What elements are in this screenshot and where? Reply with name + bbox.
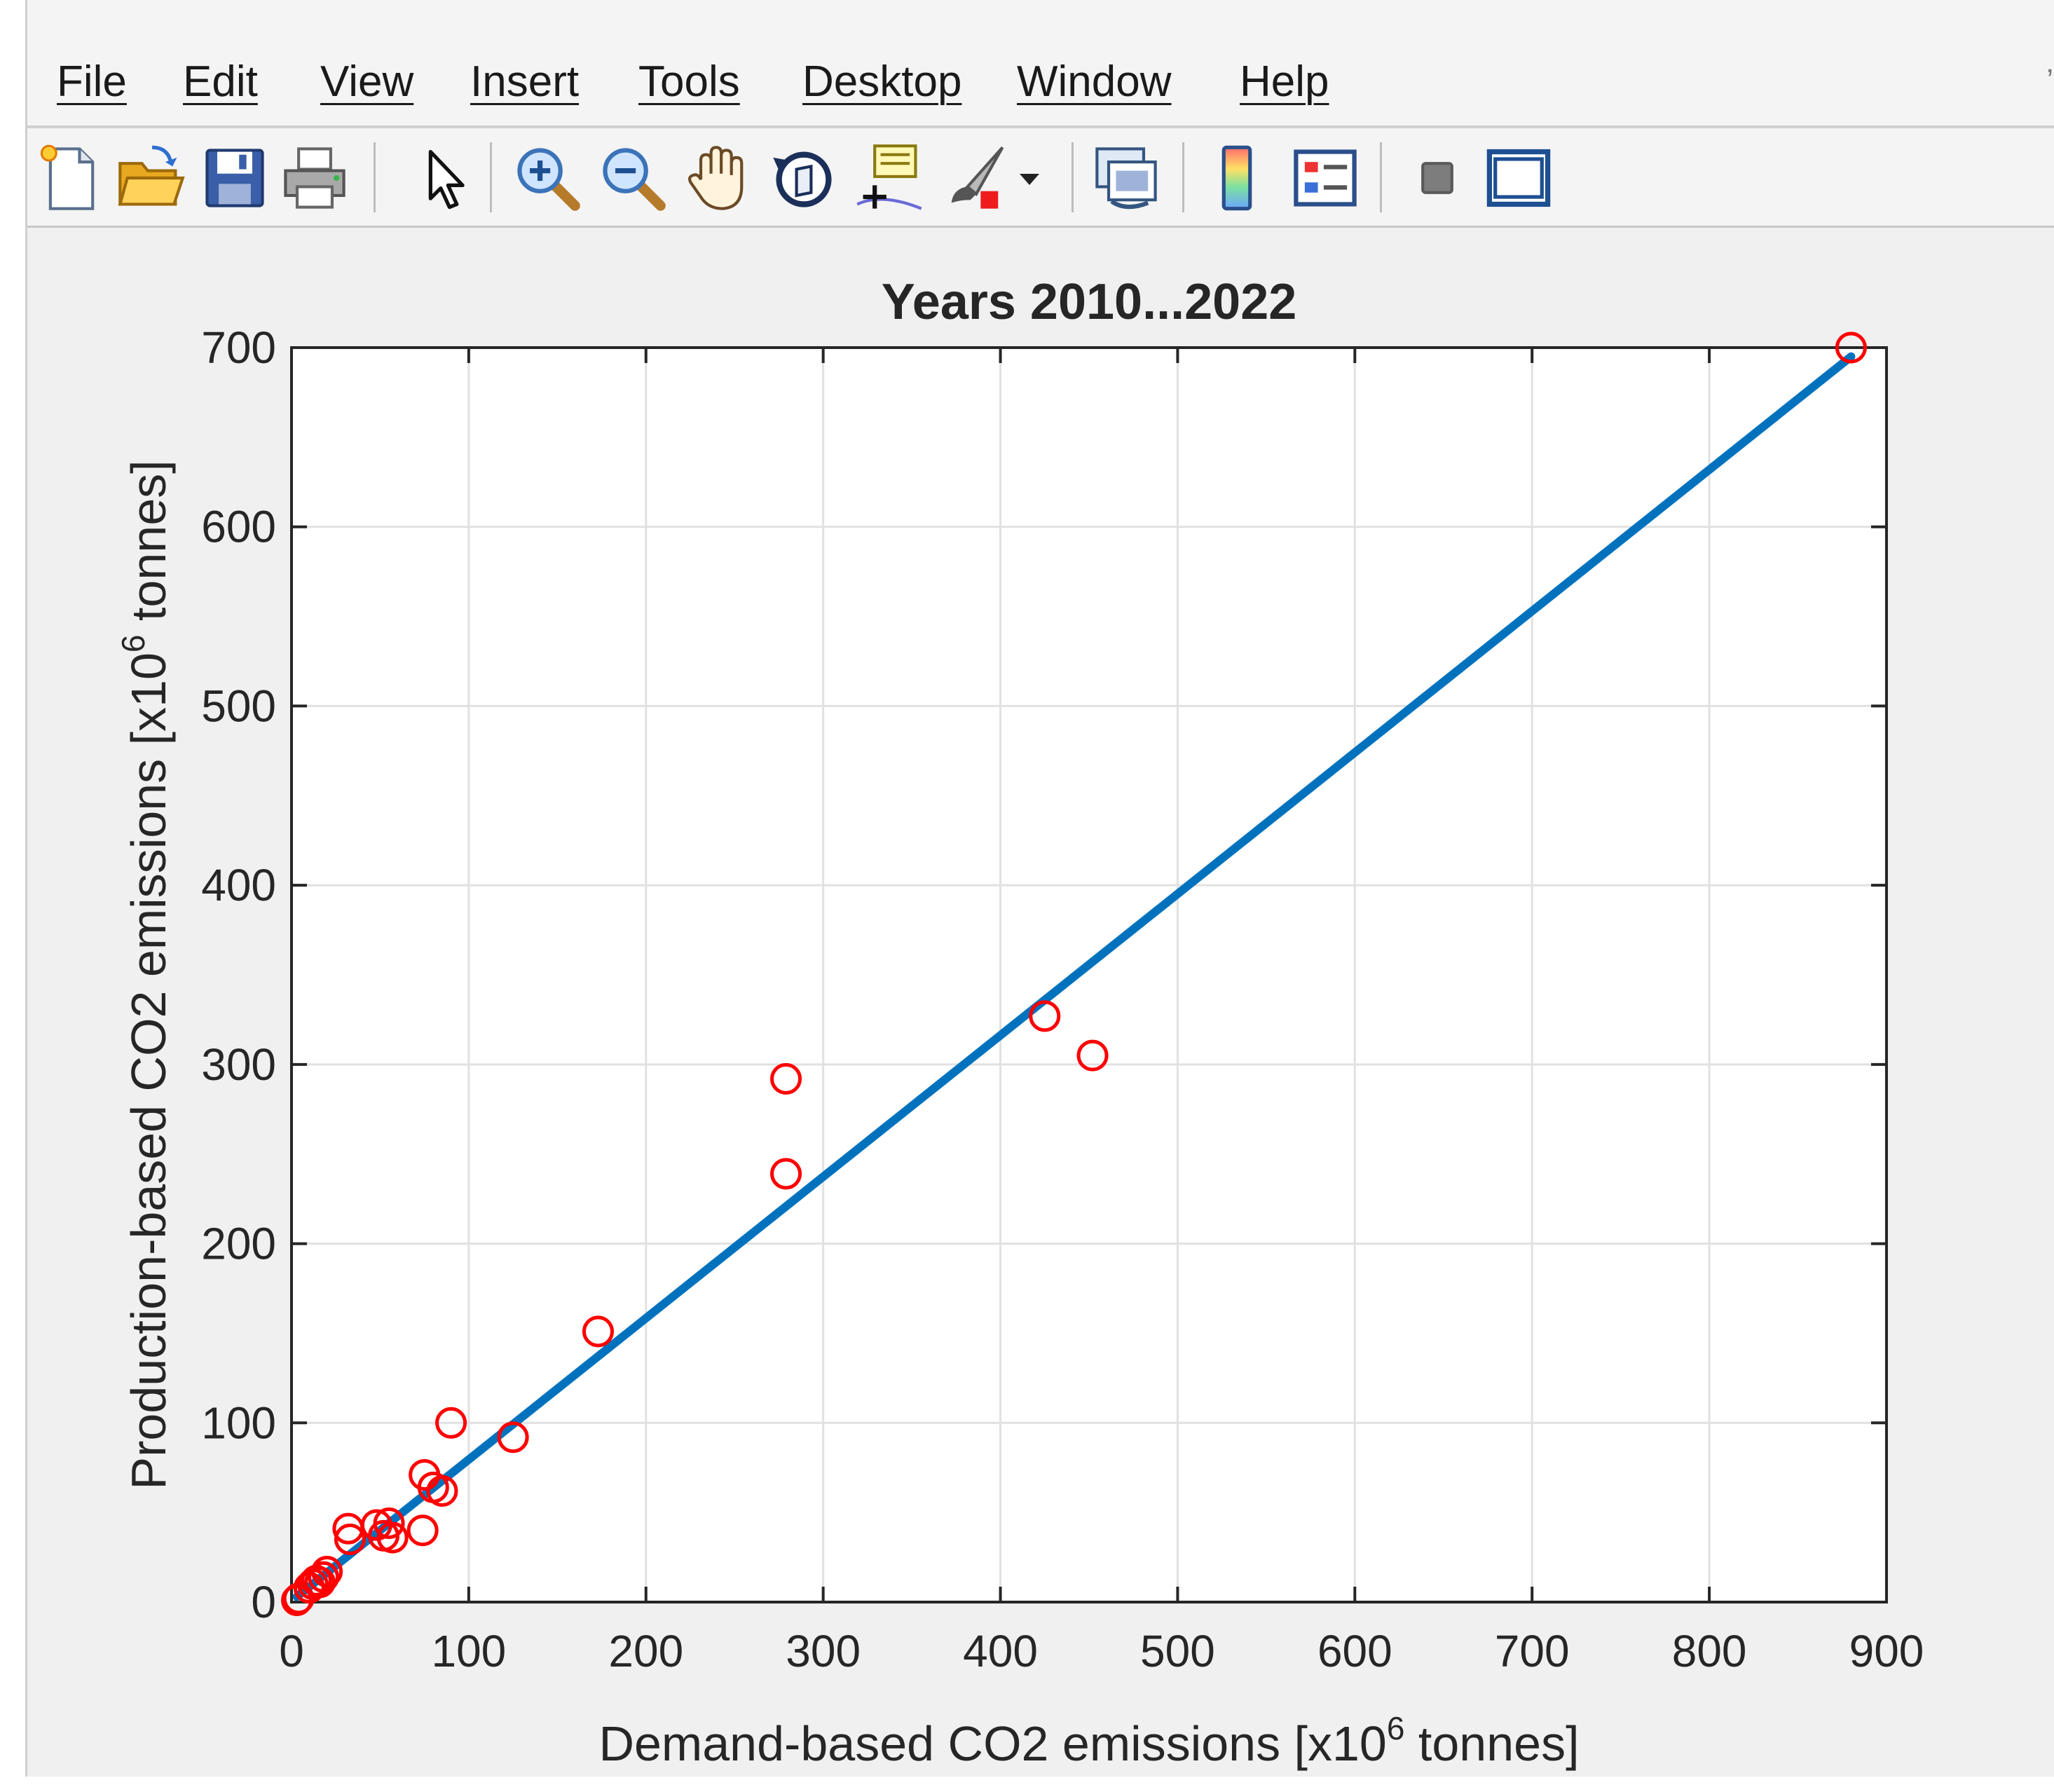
colorbar-icon[interactable] [1200,142,1273,214]
save-icon[interactable] [198,142,271,214]
rotate-3d-icon[interactable] [767,142,840,214]
scatter-point-17 [406,1514,439,1547]
hide-plot-tools-icon[interactable] [1401,142,1474,214]
menu-overflow-glyph: ’ [2046,63,2053,97]
x-tick-label-2: 200 [608,1626,683,1676]
scatter-point-2 [1076,1039,1109,1072]
scatter-point-5 [582,1315,614,1348]
window-left-edge [0,0,25,1792]
scatter-point-0 [1835,331,1867,364]
brush-dropdown-icon[interactable] [1008,142,1050,214]
x-tick-label-1: 100 [431,1626,506,1676]
zoom-out-icon[interactable] [596,142,669,214]
print-icon[interactable] [278,142,351,214]
x-tick-label-7: 700 [1495,1626,1570,1676]
edit-plot-arrow-icon[interactable] [406,142,479,214]
chart-title: Years 2010...2022 [882,274,1297,330]
menu-bar: File Edit View Insert Tools Desktop Wind… [27,0,2054,128]
y-tick-label-3: 300 [201,1039,276,1090]
y-tick-label-4: 400 [201,860,276,910]
y-tick-label-5: 500 [201,680,276,731]
y-tick-label-7: 700 [201,322,276,373]
scatter-point-10 [426,1475,458,1507]
y-tick-labels: 0 100 200 300 400 500 600 700 [201,322,276,1627]
zoom-in-icon[interactable] [511,142,584,214]
menu-window[interactable]: Window [1017,57,1172,106]
y-tick-label-1: 100 [201,1397,276,1448]
menu-insert[interactable]: Insert [470,57,580,106]
fit-line-layer [292,352,1856,1601]
scatter-point-7 [497,1421,529,1454]
scatter-markers [281,331,1867,1616]
show-plot-tools-icon[interactable] [1482,142,1555,214]
tick-marks [290,346,1888,1603]
x-tick-labels: 0 100 200 300 400 500 600 700 800 900 [279,1626,1924,1676]
scatter-point-1 [1029,1000,1061,1032]
menu-help[interactable]: Help [1240,57,1329,106]
link-plot-icon[interactable] [1090,142,1163,214]
scatter-point-4 [770,1158,802,1190]
fit-line [292,352,1856,1601]
x-tick-label-0: 0 [279,1626,304,1676]
scatter-point-16 [376,1521,409,1554]
brush-icon[interactable] [938,142,1011,214]
y-axis-label: Production-based CO2 emissions [x106 ton… [115,460,176,1489]
x-tick-label-8: 800 [1672,1626,1747,1676]
figure-toolbar [27,128,2054,228]
new-figure-icon[interactable] [34,142,107,214]
menu-edit[interactable]: Edit [183,57,258,106]
y-tick-label-2: 200 [201,1219,276,1269]
grid-lines [292,348,1887,1602]
y-tick-label-0: 0 [251,1577,276,1627]
menu-tools[interactable]: Tools [638,57,740,106]
scatter-point-3 [770,1062,802,1095]
scatter-point-6 [435,1407,467,1439]
legend-icon[interactable] [1289,142,1362,214]
open-file-icon[interactable] [114,142,187,214]
x-tick-label-4: 400 [963,1626,1038,1676]
axes-box [290,346,1888,1603]
scatter-point-21 [300,1564,332,1596]
menu-file[interactable]: File [57,57,127,106]
menu-view[interactable]: View [320,57,414,106]
x-tick-label-9: 900 [1849,1626,1924,1676]
x-tick-label-3: 300 [786,1626,861,1676]
scatter-point-25 [281,1584,313,1616]
pan-hand-icon[interactable] [682,142,755,214]
data-cursor-icon[interactable] [853,142,926,214]
y-tick-label-6: 600 [201,502,276,552]
x-tick-label-6: 600 [1317,1626,1392,1676]
scatter-point-12 [334,1524,366,1555]
x-tick-label-5: 500 [1140,1626,1215,1676]
menu-desktop[interactable]: Desktop [802,57,962,106]
x-axis-label: Demand-based CO2 emissions [x106 tonnes] [598,1710,1579,1771]
